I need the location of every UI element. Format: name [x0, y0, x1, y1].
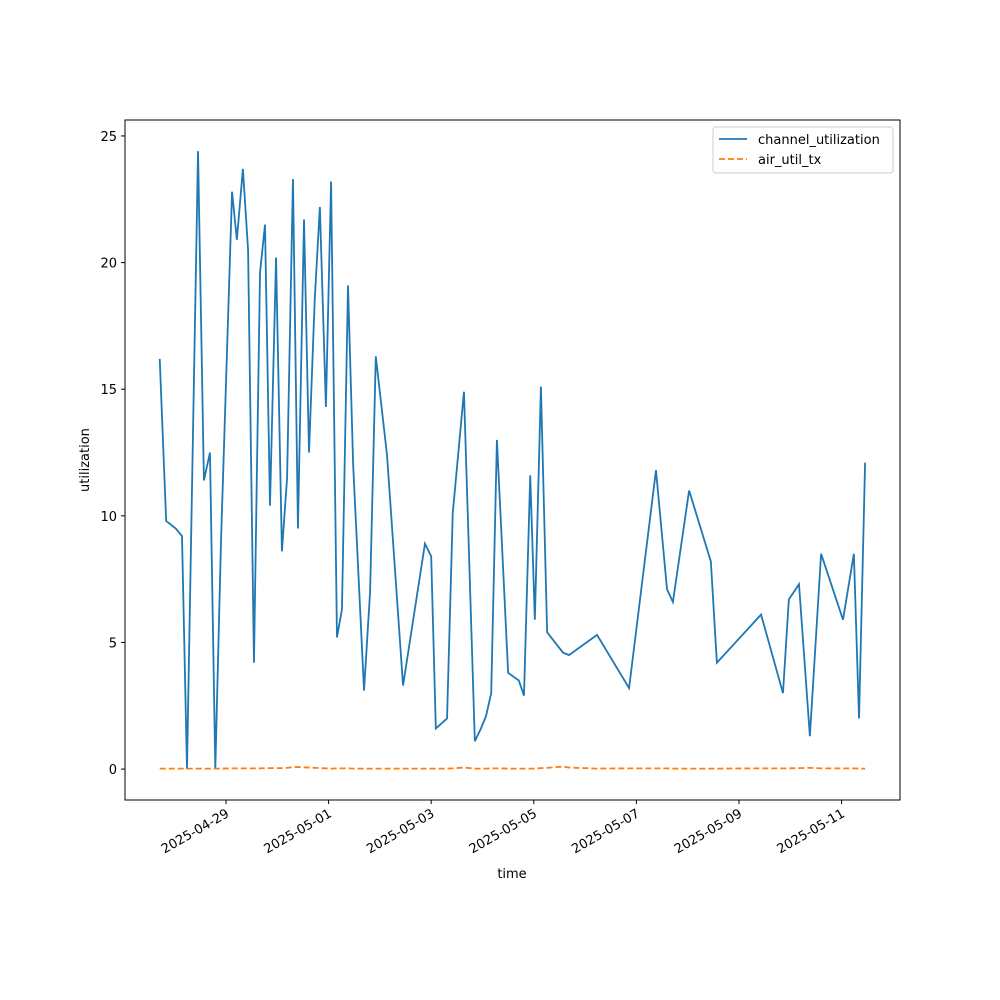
x-tick-label: 2025-05-01 [262, 806, 335, 857]
legend-label: air_util_tx [758, 153, 822, 168]
x-tick-label: 2025-05-03 [364, 806, 437, 857]
legend: channel_utilization air_util_tx [712, 126, 894, 174]
legend-label: channel_utilization [758, 133, 880, 148]
y-tick-label: 15 [100, 383, 117, 398]
y-tick-label: 0 [109, 763, 117, 778]
line-series [158, 151, 866, 770]
x-tick-label: 2025-04-29 [159, 806, 232, 857]
plot-frame [124, 119, 901, 801]
y-tick-label: 20 [100, 257, 117, 272]
x-axis-label: time [497, 867, 526, 882]
legend-box [712, 126, 894, 174]
x-tick-label: 2025-05-09 [672, 806, 745, 857]
x-tick-label: 2025-05-07 [569, 806, 642, 857]
x-tick-label: 2025-05-11 [775, 806, 848, 857]
y-tick-label: 25 [100, 130, 117, 145]
line-series [159, 765, 866, 770]
y-tick-label: 5 [109, 636, 117, 651]
y-axis-label: utilization [78, 428, 93, 492]
y-tick-label: 10 [100, 510, 117, 525]
x-tick-label: 2025-05-05 [467, 806, 540, 857]
